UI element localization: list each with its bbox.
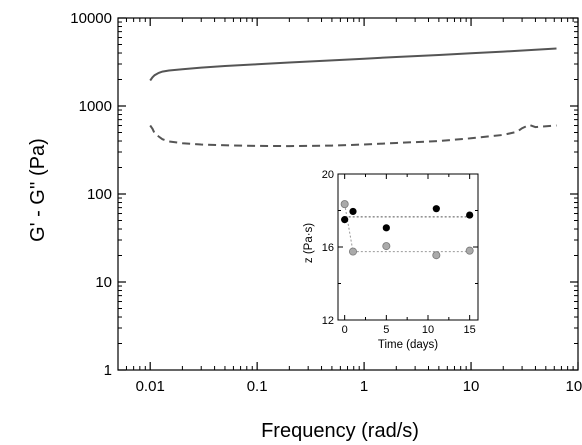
black-data-point [466, 211, 474, 219]
y-tick-label: 10000 [70, 10, 112, 27]
y-tick-label: 1 [104, 362, 112, 379]
x-tick-label: 100 [565, 378, 582, 395]
y-tick-label: 10 [95, 274, 112, 291]
inset-y-axis-label: z (Pa·s) [303, 223, 315, 263]
inset-x-tick-label: 15 [464, 324, 476, 336]
inset-y-tick-label: 20 [322, 169, 334, 181]
main-plot: 0.010.1110100110100100010000 [70, 10, 582, 395]
inset-x-axis-label: Time (days) [378, 339, 438, 351]
solid-series-line [149, 47, 557, 82]
inset-plot: 0 5 10 15 12 16 20 [308, 164, 490, 350]
x-tick-label: 1 [360, 378, 368, 395]
grey-data-point [340, 200, 349, 209]
grey-data-point [382, 242, 391, 251]
black-data-point [349, 207, 357, 216]
x-tick-label: 10 [463, 378, 480, 395]
grey-data-point [348, 247, 357, 256]
inset-x-tick-label: 0 [342, 324, 348, 336]
x-tick-label: 0.1 [247, 378, 268, 395]
inset-x-tick-label: 5 [383, 324, 389, 336]
y-axis-label: G' - G'' (Pa) [27, 138, 49, 242]
grey-data-point [465, 246, 474, 255]
y-tick-label: 100 [87, 186, 112, 203]
dashed-series-line [149, 123, 557, 148]
y-tick-label: 1000 [79, 98, 112, 115]
x-tick-label: 0.01 [136, 378, 165, 395]
inset-y-tick-label: 12 [322, 315, 334, 327]
black-data-point [382, 224, 390, 232]
black-data-point [341, 216, 349, 224]
black-data-point [432, 205, 440, 213]
x-axis-label: Frequency (rad/s) [261, 420, 419, 442]
inset-x-tick-label: 10 [422, 324, 434, 336]
inset-y-tick-label: 16 [322, 242, 334, 254]
grey-data-point [432, 251, 441, 260]
inset-background [308, 164, 490, 350]
